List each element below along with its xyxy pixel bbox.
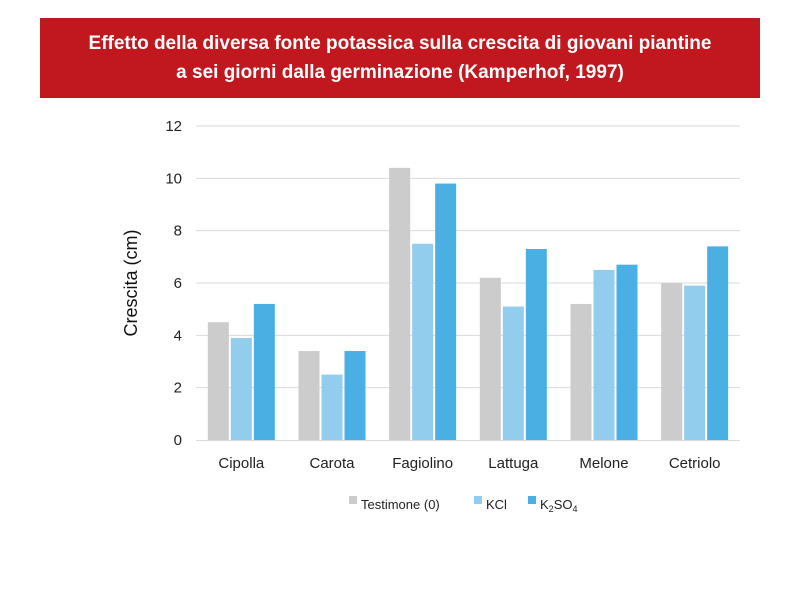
x-category-label: Lattuga [488,455,539,472]
chart-title-banner: Effetto della diversa fonte potassica su… [40,18,760,98]
legend-swatch [528,496,536,504]
bar-carota-2 [321,374,343,440]
legend-label: K2SO4 [540,497,578,514]
legend-label: KCl [486,497,507,512]
y-tick-label: 8 [174,223,182,240]
y-tick-label: 0 [174,432,182,449]
gridlines [196,125,740,389]
bar-fagiolino-2 [412,243,434,440]
bar-melone-2 [593,269,615,440]
bar-cipolla-3 [253,303,275,440]
y-axis-label: Crescita (cm) [121,230,141,337]
x-category-label: Carota [309,455,355,472]
chart-title-line-1: Effetto della diversa fonte potassica su… [88,33,712,54]
bar-cetriolo-2 [684,285,706,440]
x-category-label: Fagiolino [392,455,453,472]
x-category-label: Cipolla [218,455,265,472]
y-tick-label: 12 [165,118,182,135]
x-category-label: Melone [579,455,628,472]
bar-lattuga-2 [502,306,524,440]
legend-swatch [349,496,357,504]
y-tick-label: 4 [174,327,182,344]
legend-label: Testimone (0) [361,497,440,512]
y-tick-label: 10 [165,170,182,187]
bar-carota-1 [298,351,320,440]
bars [207,167,729,441]
bar-cetriolo-3 [707,246,729,440]
bar-melone-1 [570,303,592,440]
y-tick-label: 6 [174,275,182,292]
x-axis-category-labels: Cipolla Carota Fagiolino Lattuga Melone Cetri… [218,455,720,472]
legend: Testimone (0) KCl K2SO4 [349,496,578,514]
x-category-label: Cetriolo [669,455,721,472]
bar-melone-3 [616,264,638,440]
bar-fagiolino-1 [389,167,411,440]
bar-cipolla-1 [207,322,229,440]
y-tick-label: 2 [174,380,182,397]
legend-swatch [474,496,482,504]
y-axis-tick-labels: 0 2 4 6 8 10 12 [165,118,182,449]
bar-fagiolino-3 [435,183,457,441]
bar-cipolla-2 [230,337,252,440]
chart-title-line-2: a sei giorni dalla germinazione (Kamperh… [176,62,624,83]
bar-carota-3 [344,351,366,440]
bar-lattuga-3 [525,248,547,440]
bar-cetriolo-1 [661,283,683,440]
bar-lattuga-1 [479,277,501,440]
